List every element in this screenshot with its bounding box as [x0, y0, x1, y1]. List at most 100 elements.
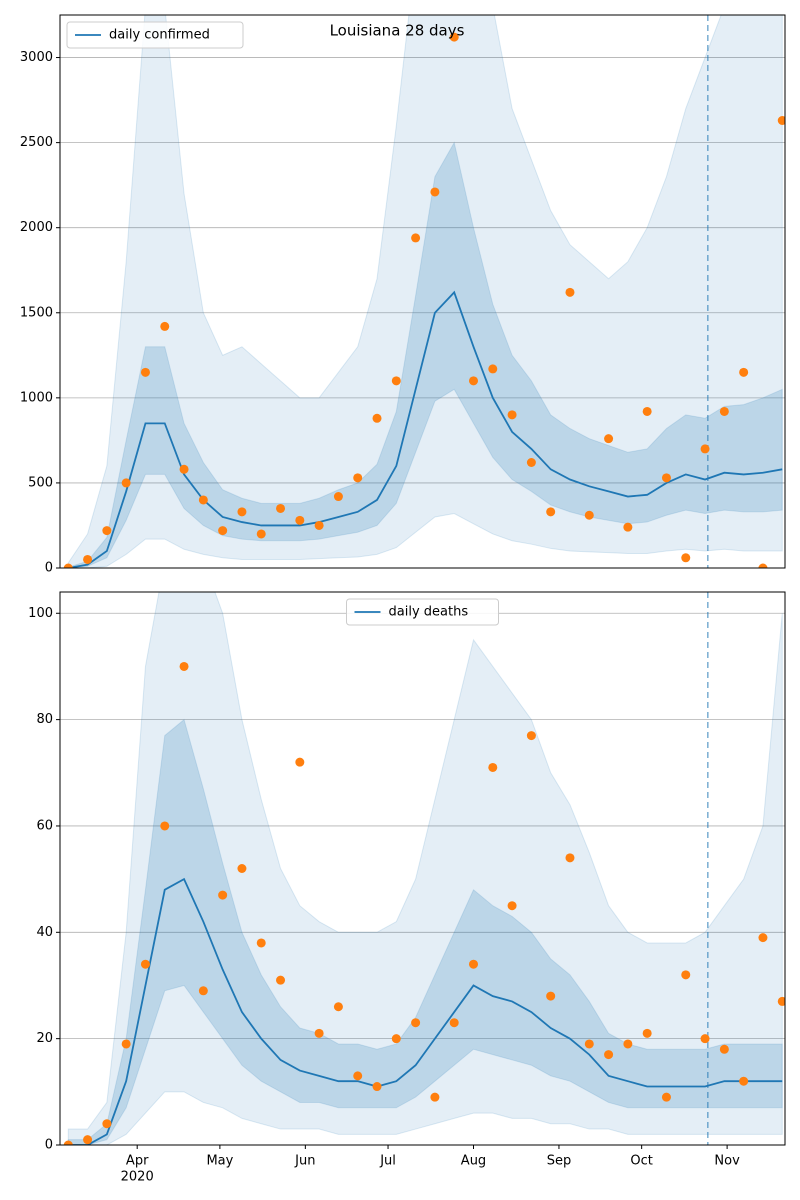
observed-point: [333, 492, 343, 502]
observed-point: [449, 32, 459, 42]
observed-point: [295, 757, 305, 767]
observed-point: [140, 367, 150, 377]
y-tick-label: 0: [45, 1138, 53, 1153]
observed-point: [140, 959, 150, 969]
y-tick-label: 500: [28, 475, 53, 490]
observed-point: [526, 458, 536, 468]
x-year-label: 2020: [121, 1170, 154, 1185]
observed-point: [179, 661, 189, 671]
legend-label: daily deaths: [389, 605, 469, 620]
observed-point: [160, 821, 170, 831]
observed-point: [63, 563, 73, 568]
observed-point: [333, 1002, 343, 1012]
y-tick-label: 60: [36, 818, 53, 833]
observed-point: [468, 376, 478, 386]
observed-point: [700, 1034, 710, 1044]
x-tick-label: Oct: [630, 1154, 652, 1169]
observed-point: [777, 996, 785, 1006]
observed-point: [198, 986, 208, 996]
observed-point: [546, 991, 556, 1001]
axes-frame: [59, 14, 786, 569]
series-line: [68, 877, 783, 1145]
observed-point: [565, 853, 575, 863]
series-line: [68, 290, 783, 568]
y-tick-label: 2000: [20, 220, 53, 235]
legend-box: [66, 21, 244, 49]
y-tick-label: 20: [36, 1031, 53, 1046]
observed-point: [488, 762, 498, 772]
observed-point: [218, 526, 228, 536]
observed-point: [391, 376, 401, 386]
observed-point: [468, 959, 478, 969]
x-tick-label: Nov: [714, 1154, 740, 1169]
observed-point: [719, 1044, 729, 1054]
observed-point: [758, 933, 768, 943]
plot-area: [63, 592, 785, 1145]
x-tick-label: Apr: [126, 1154, 149, 1169]
observed-point: [411, 1018, 421, 1028]
observed-point: [295, 515, 305, 525]
observed-point: [372, 413, 382, 423]
credible-band: [67, 15, 783, 568]
observed-point: [372, 1082, 382, 1092]
x-tick-label: Jul: [379, 1154, 396, 1169]
observed-point: [739, 1076, 749, 1086]
observed-point: [63, 1140, 73, 1145]
observed-point: [777, 115, 785, 125]
observed-point: [102, 1119, 112, 1129]
observed-point: [584, 510, 594, 520]
y-tick-label: 80: [36, 712, 53, 727]
observed-point: [237, 864, 247, 873]
observed-point: [237, 507, 247, 517]
observed-point: [584, 1039, 594, 1049]
y-tick-label: 40: [36, 925, 53, 940]
observed-point: [198, 495, 208, 505]
legend-box: [346, 598, 499, 626]
observed-point: [314, 520, 324, 530]
observed-point: [758, 563, 768, 568]
observed-point: [604, 434, 614, 444]
y-tick-label: 1500: [20, 305, 53, 320]
observed-point: [411, 233, 421, 243]
x-tick-label: Aug: [461, 1154, 486, 1169]
observed-point: [681, 553, 691, 563]
observed-point: [604, 1050, 614, 1060]
observed-point: [218, 890, 228, 900]
observed-point: [430, 1092, 440, 1102]
observed-point: [642, 406, 652, 416]
observed-point: [179, 464, 189, 474]
observed-point: [83, 1135, 93, 1145]
observed-point: [276, 975, 286, 985]
x-tick-label: May: [206, 1154, 233, 1169]
credible-band: [67, 141, 783, 568]
y-tick-label: 100: [28, 606, 53, 621]
observed-point: [719, 406, 729, 416]
legend-label: daily confirmed: [109, 28, 210, 43]
observed-point: [121, 478, 131, 488]
credible-band: [67, 592, 783, 1145]
credible-band: [67, 718, 783, 1145]
observed-point: [623, 522, 633, 532]
observed-point: [160, 321, 170, 331]
observed-point: [353, 473, 363, 483]
observed-point: [700, 444, 710, 454]
observed-point: [507, 410, 517, 420]
observed-point: [353, 1071, 363, 1081]
observed-point: [739, 367, 749, 377]
observed-point: [681, 970, 691, 980]
observed-point: [623, 1039, 633, 1049]
y-tick-label: 3000: [20, 50, 53, 65]
y-tick-label: 0: [45, 561, 53, 576]
observed-point: [488, 364, 498, 374]
y-tick-label: 2500: [20, 135, 53, 150]
observed-point: [276, 503, 286, 513]
observed-point: [526, 731, 536, 741]
observed-point: [507, 901, 517, 911]
observed-point: [314, 1028, 324, 1038]
observed-point: [565, 287, 575, 297]
observed-point: [83, 554, 93, 564]
observed-point: [661, 473, 671, 483]
chart-title: Louisiana 28 days: [330, 22, 465, 40]
observed-point: [256, 529, 266, 539]
